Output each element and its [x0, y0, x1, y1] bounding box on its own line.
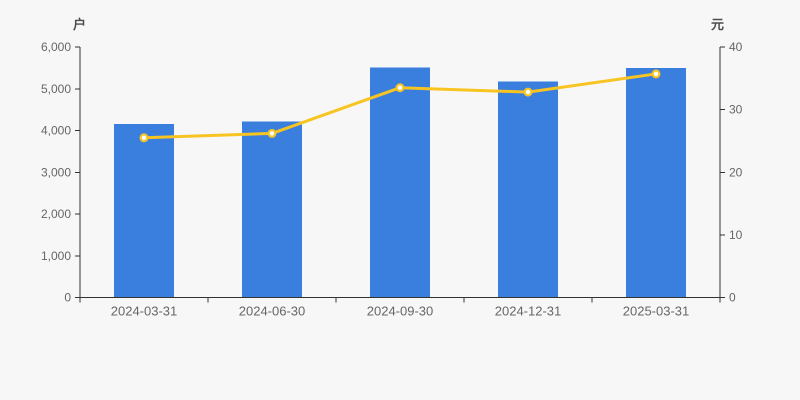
bar-2024-09-30 [370, 67, 430, 298]
line-point-2024-06-30 [267, 128, 277, 138]
left-axis-tick-label: 2,000 [41, 207, 71, 221]
line-point-2025-03-31 [651, 69, 661, 79]
right-axis-unit-label: 元 [711, 17, 725, 32]
line-point-2024-12-31 [523, 87, 533, 97]
right-axis-tick-label: 10 [729, 228, 743, 242]
bar-2024-12-31 [498, 81, 558, 298]
left-axis-tick-label: 5,000 [41, 82, 71, 96]
x-axis-category-label: 2024-06-30 [239, 304, 306, 319]
left-axis-tick-label: 3,000 [41, 165, 71, 179]
left-axis-unit-label: 户 [73, 17, 87, 32]
left-axis-tick-label: 0 [64, 291, 71, 305]
bar-2024-06-30 [242, 121, 302, 298]
line-point-2024-03-31 [139, 133, 149, 143]
x-axis-category-label: 2024-03-31 [111, 304, 178, 319]
x-axis-category-label: 2025-03-31 [623, 304, 690, 319]
x-axis-category-label: 2024-09-30 [367, 304, 434, 319]
right-axis-tick-label: 20 [729, 165, 743, 179]
x-axis-category-label: 2024-12-31 [495, 304, 562, 319]
right-axis-tick-label: 40 [729, 40, 743, 54]
left-axis-tick-label: 1,000 [41, 249, 71, 263]
line-point-2024-09-30 [395, 83, 405, 93]
bar-2024-03-31 [114, 124, 174, 298]
right-axis-tick-label: 30 [729, 103, 743, 117]
bar-2025-03-31 [626, 67, 686, 298]
left-axis-tick-label: 4,000 [41, 124, 71, 138]
left-axis-tick-label: 6,000 [41, 40, 71, 54]
right-axis-tick-label: 0 [729, 291, 736, 305]
